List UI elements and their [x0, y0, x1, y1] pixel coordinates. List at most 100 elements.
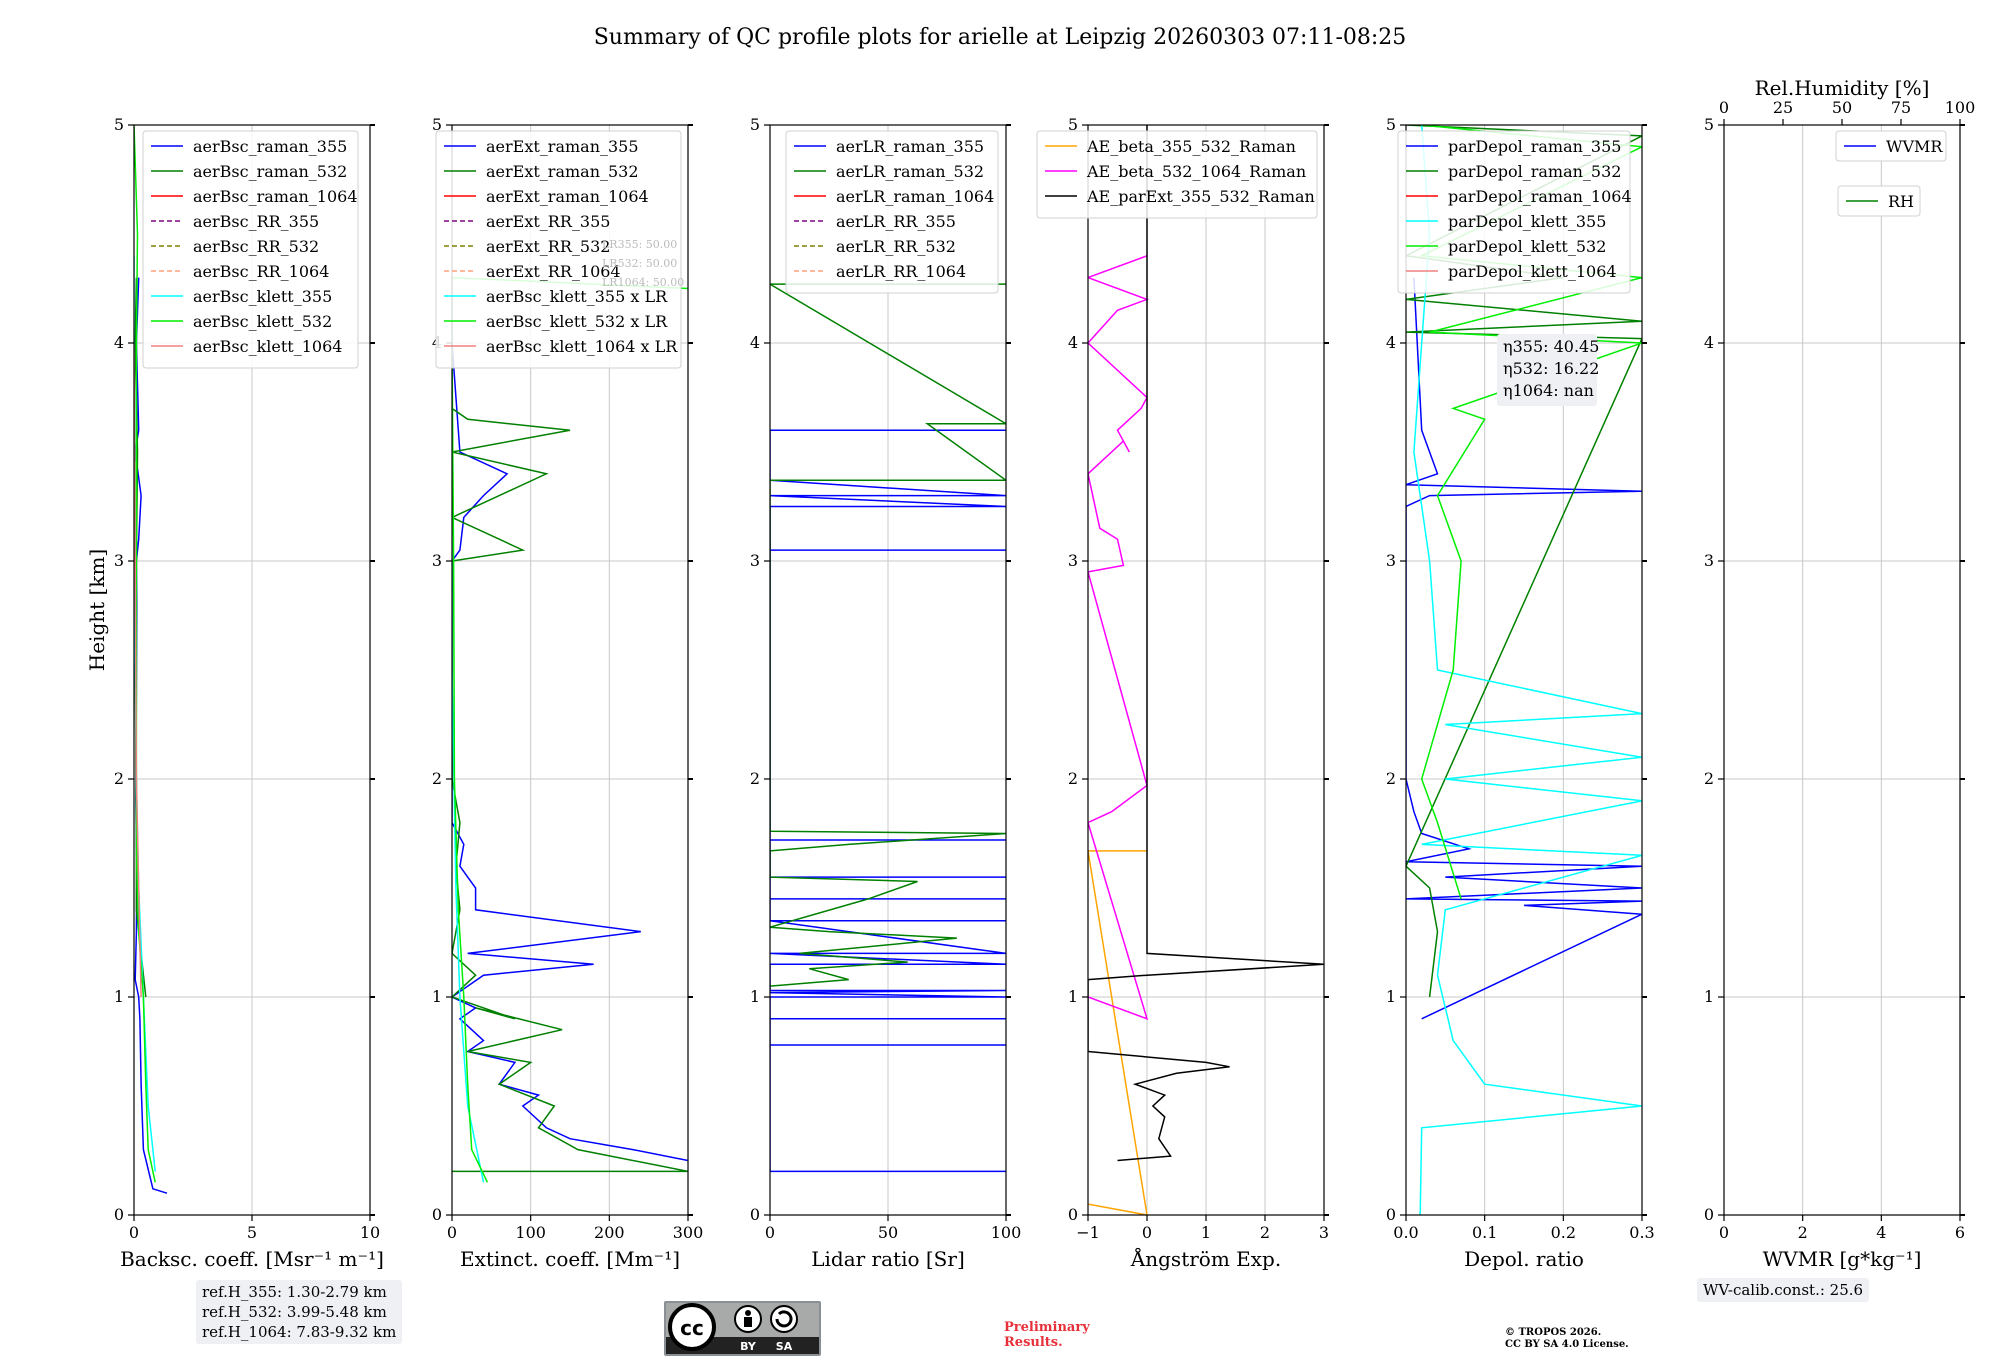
legend-entry: aerBsc_raman_532 [193, 162, 347, 181]
y-tick-label: 2 [750, 769, 760, 788]
y-tick-label: 2 [1704, 769, 1714, 788]
x-tick-label: 200 [594, 1223, 625, 1242]
legend-box [1835, 130, 1947, 162]
legend-entry: aerBsc_raman_1064 [193, 187, 358, 206]
legend-entry: aerBsc_raman_355 [193, 137, 347, 156]
legend-entry: aerBsc_klett_1064 x LR [486, 337, 678, 356]
top-axis-label: Rel.Humidity [%] [1755, 76, 1930, 100]
legend-entry: aerBsc_klett_532 x LR [486, 312, 668, 331]
y-tick-label: 3 [1386, 551, 1396, 570]
license-note: © TROPOS 2026. CC BY SA 4.0 License. [1505, 1327, 1629, 1351]
panel-extinction: 0100200300012345Extinct. coeff. [Mm⁻¹]ae… [432, 115, 703, 1271]
series-line [452, 342, 688, 1162]
y-tick-label: 1 [1386, 987, 1396, 1006]
x-tick-label: 0.1 [1472, 1223, 1497, 1242]
x-tick-label: 5 [247, 1223, 257, 1242]
preliminary-line-2: Results. [1004, 1335, 1063, 1350]
panel-lidar_ratio: 0 50 100 0 1 2 3 4 5 Lidar ratio [Sr] aerLR_raman_… [750, 115, 1021, 1271]
top-tick-label: 25 [1773, 98, 1793, 117]
x-tick-label: 300 [673, 1223, 704, 1242]
legend-entry: aerBsc_RR_355 [193, 212, 319, 231]
legend-entry: aerBsc_klett_355 x LR [486, 287, 668, 306]
x-tick-label: 0.3 [1629, 1223, 1654, 1242]
x-axis-label: WVMR [g*kg⁻¹] [1763, 1247, 1922, 1271]
license-line-2: CC BY SA 4.0 License. [1505, 1339, 1629, 1350]
y-tick-label: 5 [114, 115, 124, 134]
plot-frame [1405, 124, 1643, 1216]
series-line [1088, 125, 1324, 1162]
series-line [134, 342, 142, 998]
y-tick-label: 3 [432, 551, 442, 570]
x-tick-label: 0 [129, 1223, 139, 1242]
panel-wvmr: 0 2 4 6 0 1 2 3 4 5 WVMR [g*kg⁻¹] 0 25 50 75 100 Rel.Hum… [1704, 76, 1975, 1271]
y-tick-label: 4 [1068, 333, 1078, 352]
top-tick-label: 75 [1891, 98, 1911, 117]
y-axis-label: Height [km] [85, 549, 109, 671]
sa-text: SA [776, 1340, 793, 1353]
depol-calib-annotation: η532: 16.22 [1503, 359, 1599, 378]
y-tick-label: 2 [1068, 769, 1078, 788]
legend-entry: aerBsc_klett_1064 [193, 337, 342, 356]
y-tick-label: 0 [1704, 1205, 1714, 1224]
legend-entry: AE_beta_532_1064_Raman [1086, 162, 1306, 181]
x-axis-label: Depol. ratio [1464, 1247, 1584, 1271]
depol-calib-annotation: η355: 40.45 [1503, 337, 1599, 356]
plot-frame [451, 124, 689, 1216]
legend-entry: aerBsc_RR_1064 [193, 262, 329, 281]
depol-calib-box [1497, 334, 1597, 406]
legend-entry: parDepol_raman_1064 [1448, 187, 1632, 206]
panel-backscatter: 0 5 10 0 1 2 3 4 5 Backsc. coeff. [Msr⁻¹ m⁻¹] aerB… [114, 115, 384, 1271]
y-tick-label: 5 [1704, 115, 1714, 134]
series-line [452, 299, 485, 1183]
x-tick-label: 100 [515, 1223, 546, 1242]
legend-entry: parDepol_raman_355 [1448, 137, 1621, 156]
legend-entry: aerBsc_klett_532 [193, 312, 332, 331]
preliminary-line-1: Preliminary [1004, 1320, 1090, 1335]
lr-annotation: LR532: 50.00 [602, 257, 677, 270]
legend-entry: aerExt_raman_1064 [486, 187, 649, 206]
ref-height-1064: ref.H_1064: 7.83-9.32 km [202, 1323, 397, 1341]
y-tick-label: 1 [114, 987, 124, 1006]
y-tick-label: 4 [750, 333, 760, 352]
legend-entry: parDepol_raman_532 [1448, 162, 1621, 181]
y-tick-label: 0 [114, 1205, 124, 1224]
legend-box [142, 130, 359, 369]
y-tick-label: 4 [1704, 333, 1714, 352]
wv-calib-box: WV-calib.const.: 25.6 [1697, 1278, 1870, 1302]
top-tick-label: 100 [1945, 98, 1976, 117]
legend-box [435, 130, 682, 369]
top-tick-label: 50 [1832, 98, 1852, 117]
legend-entry: aerExt_RR_532 [486, 237, 610, 256]
legend-entry: parDepol_klett_1064 [1448, 262, 1617, 281]
legend-entry: aerBsc_klett_355 [193, 287, 332, 306]
legend-entry: aerLR_raman_532 [836, 162, 984, 181]
x-tick-label: 0.2 [1551, 1223, 1576, 1242]
x-tick-label: 0 [765, 1223, 775, 1242]
depol-calib-annotation: η1064: nan [1503, 381, 1594, 400]
x-axis-label: Ångström Exp. [1130, 1246, 1281, 1271]
series-line [1088, 255, 1150, 1021]
panel-depol: 0.0 0.1 0.2 0.3 0 1 2 3 4 5 Depol. ratio parDepol_r… [1386, 115, 1655, 1271]
legend-entry: aerExt_RR_355 [486, 212, 610, 231]
x-tick-label: 0 [1142, 1223, 1152, 1242]
legend-entry: AE_beta_355_532_Raman [1086, 137, 1296, 156]
x-tick-label: 0 [447, 1223, 457, 1242]
series-line [452, 276, 688, 1183]
y-tick-label: 2 [432, 769, 442, 788]
y-tick-label: 0 [432, 1205, 442, 1224]
legend-entry: aerExt_raman_532 [486, 162, 639, 181]
by-text: BY [740, 1340, 757, 1353]
legend-entry: aerLR_RR_355 [836, 212, 956, 231]
legend-entry: aerLR_raman_1064 [836, 187, 994, 206]
x-axis-label: Lidar ratio [Sr] [811, 1247, 965, 1271]
wv-calib-text: WV-calib.const.: 25.6 [1703, 1281, 1864, 1299]
x-axis-label: Backsc. coeff. [Msr⁻¹ m⁻¹] [120, 1247, 384, 1271]
x-tick-label: 1 [1201, 1223, 1211, 1242]
y-tick-label: 3 [114, 551, 124, 570]
cc-license-logo: cc BY SA [664, 1301, 821, 1356]
license-line-1: © TROPOS 2026. [1505, 1327, 1602, 1338]
y-tick-label: 1 [1704, 987, 1714, 1006]
preliminary-note: Preliminary Results. [1004, 1320, 1090, 1350]
